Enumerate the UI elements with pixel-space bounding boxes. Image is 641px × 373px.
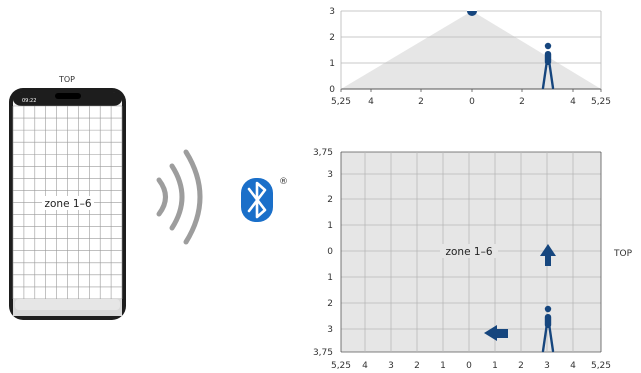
- side-y-tick-label: 0: [329, 85, 335, 95]
- top-y-tick-label: 3,75: [313, 348, 333, 358]
- top-y-tick-label: 1: [327, 221, 333, 231]
- top-x-tick-label: 0: [466, 361, 472, 371]
- top-x-tick-label: 2: [414, 361, 420, 371]
- top-view-grid: [340, 151, 602, 353]
- side-x-tick-label: 4: [368, 97, 374, 107]
- top-view-zone-label: zone 1–6: [446, 246, 493, 258]
- person-icon: [541, 42, 555, 90]
- smartphone: TOP 09:22 zone 1–6: [9, 75, 126, 320]
- top-x-tick-label: 3: [388, 361, 394, 371]
- side-x-tick-label: 2: [418, 97, 424, 107]
- top-x-tick-label: 4: [570, 361, 576, 371]
- direction-arrow-icon: [484, 325, 508, 341]
- side-view-grid: [340, 10, 602, 90]
- top-zone-label-bg: [440, 244, 498, 258]
- phone-status-time: 09:22: [22, 98, 36, 104]
- bluetooth-icon: ®: [241, 177, 288, 222]
- person-icon: [541, 305, 555, 353]
- side-x-tick-label: 4: [570, 97, 576, 107]
- top-y-tick-label: 2: [327, 195, 333, 205]
- top-view-x-ticks: 5,25 4 3 2 1 0 1 2 3 4 5,25: [331, 361, 611, 371]
- direction-arrow-icon: [540, 244, 556, 266]
- registered-mark: ®: [279, 177, 288, 187]
- bluetooth-rune: [247, 181, 267, 219]
- phone-notch: [55, 93, 81, 99]
- side-y-tick-label: 3: [329, 7, 335, 17]
- top-view-chart: zone 1–6 TOP 3,75 3 2 1 0 1 2 3 3,75 5,25 4 3 2 1 0 1 2…: [313, 148, 633, 371]
- phone-zone-label: zone 1–6: [45, 198, 92, 210]
- phone-top-label: TOP: [58, 75, 75, 84]
- side-y-tick-label: 1: [329, 59, 335, 69]
- side-view-y-ticks: 0 1 2 3: [329, 7, 335, 95]
- signal-waves-icon: [156, 149, 203, 245]
- side-x-tick-label: 0: [469, 97, 475, 107]
- top-x-tick-label: 4: [362, 361, 368, 371]
- phone-zone-label-bg: [42, 196, 94, 210]
- top-y-tick-label: 3,75: [313, 148, 333, 158]
- top-y-tick-label: 1: [327, 273, 333, 283]
- side-x-tick-label: 5,25: [331, 97, 351, 107]
- top-y-tick-label: 2: [327, 299, 333, 309]
- top-y-tick-label: 0: [327, 247, 333, 257]
- top-x-tick-label: 2: [518, 361, 524, 371]
- top-x-tick-label: 5,25: [591, 361, 611, 371]
- side-view-x-ticks: 5,25 4 2 0 2 4 5,25: [331, 89, 611, 107]
- top-x-tick-label: 5,25: [331, 361, 351, 371]
- side-x-tick-label: 5,25: [591, 97, 611, 107]
- phone-bottom-panel: [15, 299, 120, 310]
- top-y-tick-label: 3: [327, 325, 333, 335]
- side-y-tick-label: 2: [329, 33, 335, 43]
- top-x-tick-label: 3: [544, 361, 550, 371]
- side-view-chart: 0 1 2 3 5,25 4 2 0 2 4 5,25: [329, 6, 611, 107]
- top-x-tick-label: 1: [492, 361, 498, 371]
- sensor-marker-mask: [467, 6, 477, 11]
- top-x-tick-label: 1: [440, 361, 446, 371]
- top-view-y-ticks: 3,75 3 2 1 0 1 2 3 3,75: [313, 148, 333, 358]
- side-x-tick-label: 2: [519, 97, 525, 107]
- top-view-top-label: TOP: [613, 249, 633, 259]
- top-y-tick-label: 3: [327, 170, 333, 180]
- detection-area: [341, 11, 601, 89]
